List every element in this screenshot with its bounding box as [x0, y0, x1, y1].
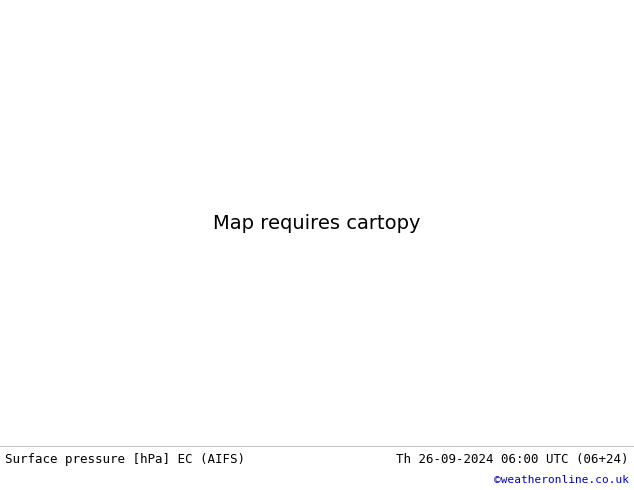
Text: ©weatheronline.co.uk: ©weatheronline.co.uk [494, 475, 629, 485]
Text: Th 26-09-2024 06:00 UTC (06+24): Th 26-09-2024 06:00 UTC (06+24) [396, 453, 629, 466]
Text: Surface pressure [hPa] EC (AIFS): Surface pressure [hPa] EC (AIFS) [5, 453, 245, 466]
Text: Map requires cartopy: Map requires cartopy [213, 214, 421, 233]
